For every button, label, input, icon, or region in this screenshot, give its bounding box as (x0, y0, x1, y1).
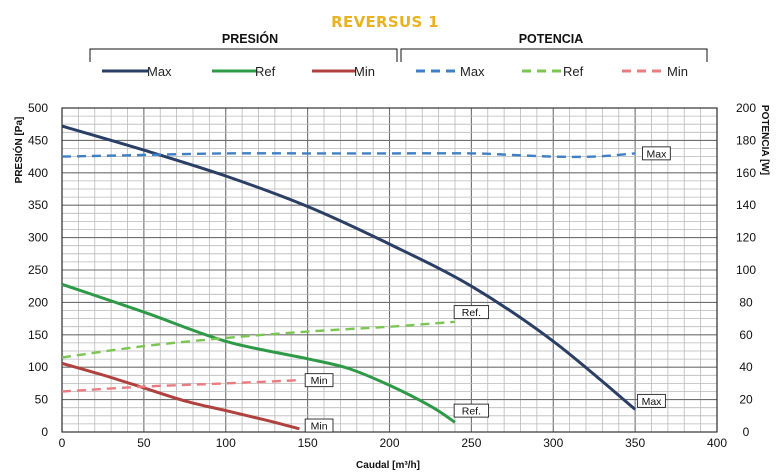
legend-group-potencia: POTENCIA (519, 32, 584, 46)
legend-label-potencia-max: Max (460, 64, 485, 79)
y-tick-label: 250 (28, 263, 48, 277)
y-tick-label: 300 (28, 231, 48, 245)
y-axis-label: PRESIÓN [Pa] (12, 117, 25, 184)
annotation-box (642, 146, 671, 161)
annotation-box (637, 393, 666, 408)
x-tick-label: 200 (379, 436, 399, 450)
series-presion-min (61, 361, 300, 431)
y-tick-label: 100 (28, 360, 48, 374)
y-tick-label: 400 (28, 166, 48, 180)
series-layer (61, 124, 637, 431)
annotation-label: Min (311, 375, 328, 387)
x-tick-label: 350 (625, 436, 645, 450)
y2-tick-label: 0 (743, 425, 750, 439)
ticks: 0 50 100 150 200 250 300 350 4000501001502002503… (28, 101, 756, 450)
y-tick-label: 50 (35, 393, 49, 407)
y2-tick-label: 120 (736, 231, 756, 245)
y-tick-label: 450 (28, 133, 48, 147)
plot-frame (61, 107, 718, 433)
y2-tick-label: 140 (736, 198, 756, 212)
y2-tick-label: 160 (736, 166, 756, 180)
legend-label-presion-min: Min (354, 64, 375, 79)
y2-tick-label: 200 (736, 101, 756, 115)
legend-bracket-presion (89, 48, 398, 62)
annotation-box (453, 305, 490, 320)
annotation-box (304, 418, 334, 433)
annotation-label: Ref. (462, 406, 481, 418)
legend-bracket-potencia (400, 48, 708, 62)
y2-tick-label: 60 (739, 328, 753, 342)
annotations: Max Ref. Min Max Ref. Min (304, 146, 671, 433)
y2-tick-label: 40 (739, 360, 753, 374)
legend-label-potencia-min: Min (667, 64, 688, 79)
x-tick-label: 300 (543, 436, 563, 450)
y2-axis-label: POTENCIA [W] (759, 105, 770, 175)
y-tick-label: 200 (28, 295, 48, 309)
legend: Max Ref Min Max Ref Min (102, 64, 688, 79)
y2-tick-label: 180 (736, 133, 756, 147)
series-potencia-min (61, 379, 300, 393)
series-potencia-ref (61, 320, 456, 359)
y-tick-label: 150 (28, 328, 48, 342)
x-tick-label: 250 (461, 436, 481, 450)
annotation-label: Max (646, 148, 667, 160)
x-tick-label: 50 (137, 436, 151, 450)
y2-tick-label: 100 (736, 263, 756, 277)
x-tick-label: 400 (707, 436, 727, 450)
x-tick-label: 150 (298, 436, 318, 450)
annotation-label: Min (311, 421, 328, 433)
annotation-box (453, 403, 490, 418)
x-tick-label: 0 (59, 436, 66, 450)
legend-label-presion-max: Max (147, 64, 172, 79)
y-tick-label: 350 (28, 198, 48, 212)
x-axis-label: Caudal [m³/h] (356, 460, 420, 471)
legend-label-potencia-ref: Ref (563, 64, 584, 79)
legend-group-presion: PRESIÓN (222, 31, 278, 46)
y2-tick-label: 80 (739, 295, 753, 309)
series-presion-ref (61, 282, 456, 424)
annotation-label: Max (642, 396, 663, 408)
y-tick-label: 500 (28, 101, 48, 115)
y2-tick-label: 20 (739, 393, 753, 407)
chart-title: REVERSUS 1 (331, 13, 439, 31)
annotation-box (304, 373, 334, 388)
y-tick-label: 0 (41, 425, 48, 439)
series-presion-max (61, 124, 637, 411)
x-tick-label: 100 (216, 436, 236, 450)
annotation-label: Ref. (462, 307, 481, 319)
legend-label-presion-ref: Ref (255, 64, 276, 79)
series-potencia-max (61, 152, 636, 159)
